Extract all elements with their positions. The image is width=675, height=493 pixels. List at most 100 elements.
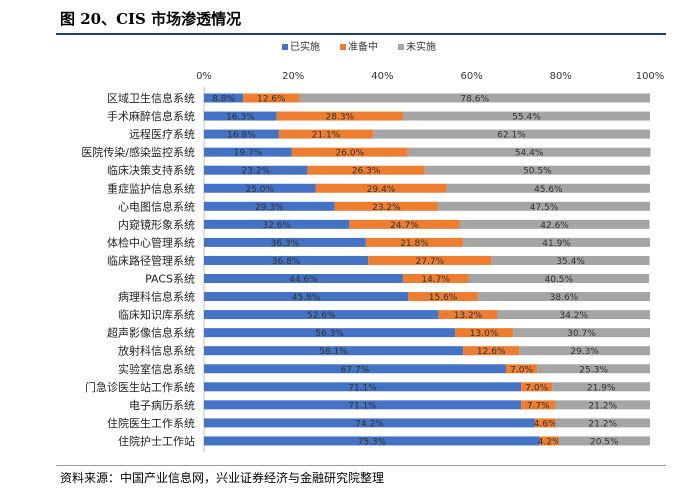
title-rule — [56, 33, 666, 35]
bar-segment-1 — [204, 364, 506, 374]
data-label: 36.8% — [272, 257, 301, 267]
chart-title: 图 20、CIS 市场渗透情况 — [60, 10, 242, 28]
bar-segment-2 — [521, 382, 553, 392]
data-label: 21.2% — [588, 419, 617, 429]
legend-swatch-3 — [398, 44, 404, 50]
category-label: 手术麻醉信息系统 — [107, 109, 195, 123]
bar-segment-2 — [349, 219, 460, 229]
data-label: 14.7% — [421, 275, 450, 285]
data-label: 13.2% — [454, 311, 483, 321]
data-label: 19.7% — [234, 149, 263, 159]
bar-segment-2 — [402, 274, 469, 283]
category-label: 实验室信息系统 — [118, 362, 195, 376]
bar-segment-1 — [204, 274, 403, 283]
bar-segment-2 — [408, 292, 478, 302]
category-label: 住院护士工作站 — [118, 434, 195, 448]
data-label: 12.6% — [257, 95, 286, 105]
legend-label-2: 准备中 — [348, 40, 378, 53]
data-label: 29.3% — [570, 347, 599, 357]
legend-swatch-1 — [282, 44, 288, 50]
category-label: 区域卫生信息系统 — [107, 91, 195, 105]
data-label: 42.6% — [540, 221, 569, 231]
data-label: 25.3% — [579, 365, 608, 375]
data-label: 56.3% — [315, 329, 344, 339]
bar-segment-3 — [555, 400, 650, 410]
bar-segment-3 — [407, 147, 651, 157]
category-label: 内窥镜形象系统 — [118, 217, 195, 231]
bar-segment-3 — [552, 382, 650, 392]
legend-label-1: 已实施 — [290, 40, 320, 53]
data-label: 75.3% — [358, 437, 387, 447]
bar-segment-3 — [477, 292, 650, 302]
bar-segment-2 — [455, 328, 514, 338]
data-label: 32.6% — [262, 221, 291, 231]
data-label: 21.2% — [588, 401, 617, 411]
bar-segment-3 — [438, 201, 650, 211]
data-label: 52.6% — [307, 311, 336, 321]
data-label: 24.7% — [390, 221, 419, 231]
data-label: 8.8% — [212, 95, 235, 105]
data-label: 27.7% — [416, 257, 445, 267]
data-label: 29.4% — [367, 185, 396, 195]
bar-segment-1 — [204, 147, 292, 157]
data-label: 21.1% — [312, 131, 341, 141]
category-label: 病理科信息系统 — [118, 290, 195, 304]
bar-segment-3 — [491, 255, 650, 265]
data-label: 21.9% — [587, 383, 616, 393]
data-label: 12.6% — [477, 347, 506, 357]
bar-segment-3 — [402, 111, 650, 121]
data-label: 25.0% — [245, 185, 274, 195]
bar-segment-1 — [204, 237, 366, 247]
data-label: 45.6% — [534, 185, 563, 195]
bar-segment-2 — [307, 165, 425, 175]
legend-swatch-2 — [340, 44, 346, 50]
data-label: 7.0% — [525, 383, 548, 393]
data-label: 20.5% — [590, 437, 619, 447]
data-label: 7.7% — [527, 401, 550, 411]
data-label: 71.1% — [348, 383, 377, 393]
bar-segment-2 — [243, 93, 300, 103]
bar-segment-2 — [278, 129, 374, 139]
bar-segment-3 — [537, 364, 650, 374]
bar-segment-1 — [204, 183, 316, 193]
category-label: 门急诊医生站工作系统 — [85, 380, 195, 394]
x-tick-label: 80% — [550, 71, 572, 82]
data-label: 38.6% — [550, 293, 579, 303]
bar-segment-2 — [334, 201, 439, 211]
legend-label-3: 未实施 — [406, 40, 436, 53]
data-label: 45.8% — [292, 293, 321, 303]
bar-segment-2 — [315, 183, 447, 193]
category-label: 重症监护信息系统 — [107, 181, 195, 195]
data-label: 74.2% — [355, 419, 384, 429]
bar-segment-1 — [204, 418, 535, 428]
category-label: 放射科信息系统 — [118, 344, 195, 358]
data-label: 21.8% — [400, 239, 429, 249]
x-tick-label: 20% — [282, 71, 304, 82]
data-label: 16.8% — [227, 131, 256, 141]
data-label: 26.0% — [336, 149, 365, 159]
data-label: 54.4% — [515, 149, 544, 159]
bar-segment-3 — [558, 436, 650, 446]
bar-segment-3 — [513, 328, 650, 338]
bar-segment-1 — [204, 165, 308, 175]
data-label: 28.3% — [326, 113, 355, 123]
bar-segment-1 — [204, 111, 277, 121]
data-label: 62.1% — [497, 131, 526, 141]
data-label: 23.2% — [241, 167, 270, 177]
category-label: 超声影像信息系统 — [107, 326, 195, 340]
data-label: 16.3% — [226, 113, 255, 123]
bar-segment-1 — [204, 328, 456, 338]
data-label: 55.4% — [512, 113, 541, 123]
bar-segment-3 — [373, 129, 650, 139]
bar-segment-1 — [204, 219, 350, 229]
category-label: 体检中心管理系统 — [107, 235, 195, 249]
bar-segment-1 — [204, 346, 464, 356]
x-tick-label: 60% — [460, 71, 482, 82]
bar-segment-1 — [204, 93, 244, 103]
source-note: 资料来源：中国产业信息网，兴业证券经济与金融研究院整理 — [60, 471, 385, 485]
data-label: 34.2% — [559, 311, 588, 321]
bar-segment-2 — [539, 436, 559, 446]
bar-segment-2 — [276, 111, 403, 121]
category-label: 心电图信息系统 — [118, 199, 195, 213]
data-label: 78.6% — [460, 95, 489, 105]
